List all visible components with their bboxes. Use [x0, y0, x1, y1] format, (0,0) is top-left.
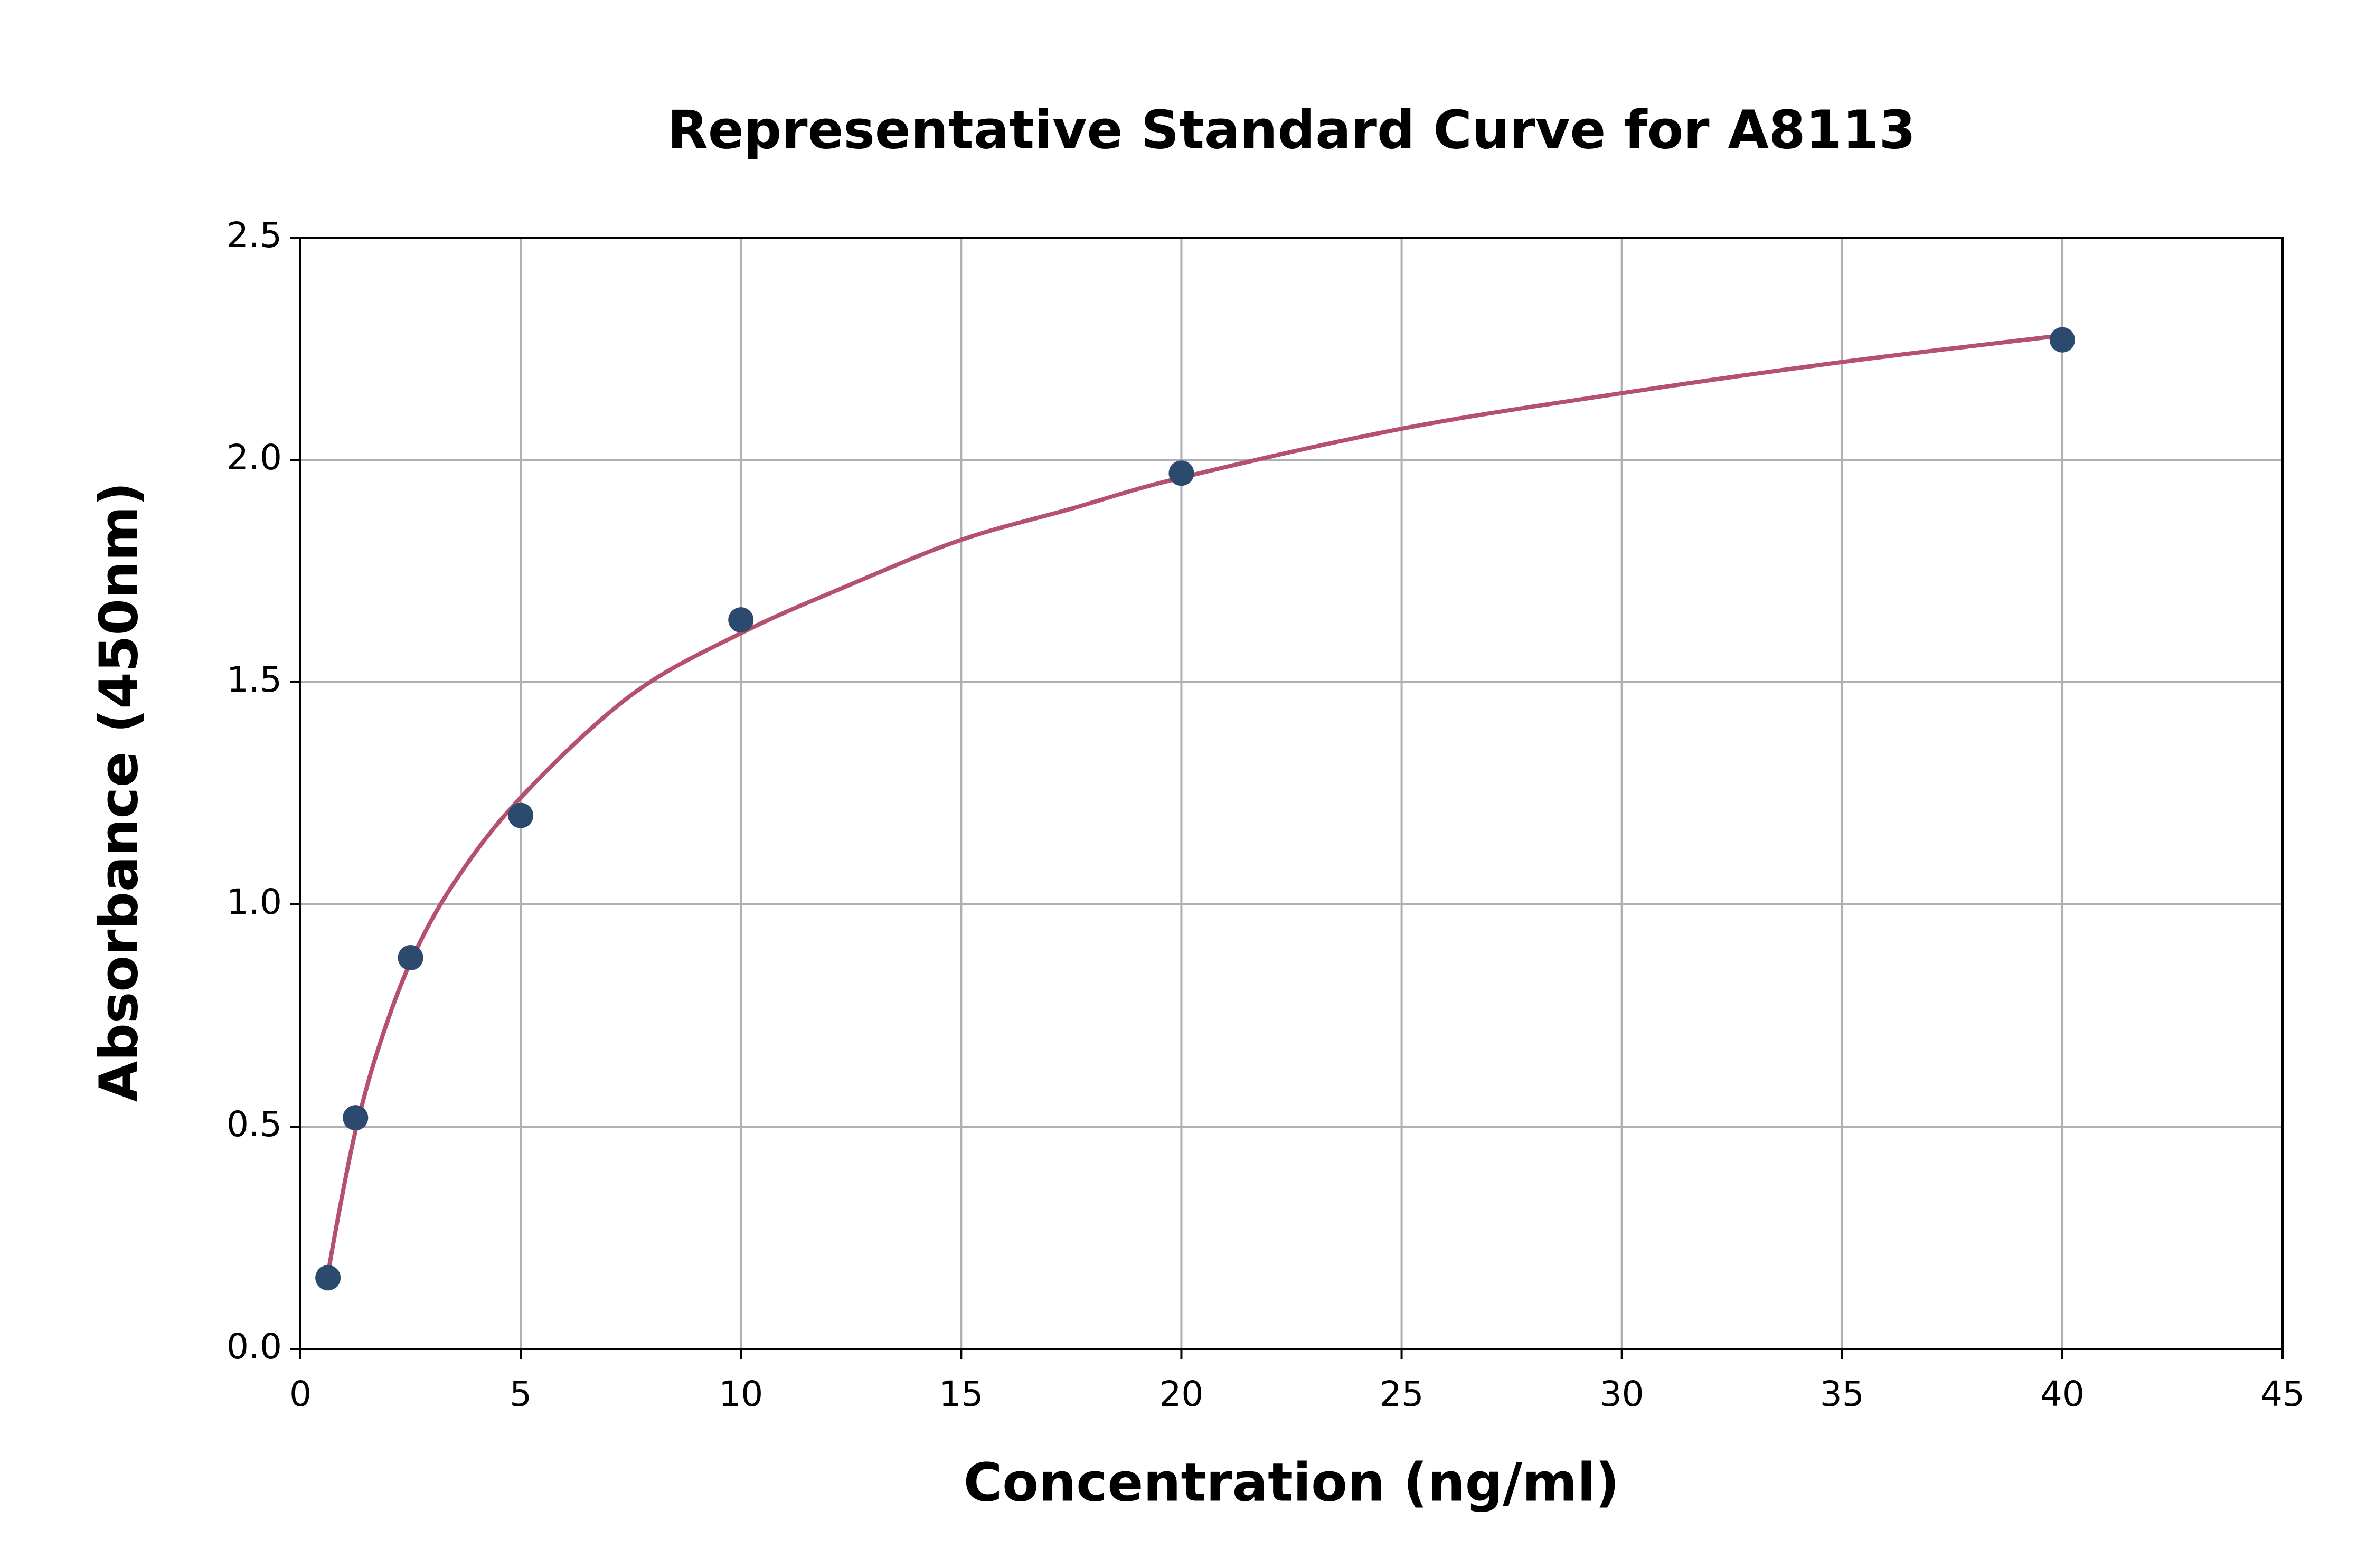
x-tick-label: 15	[939, 1374, 983, 1414]
x-tick-label: 5	[510, 1374, 532, 1414]
x-tick-label: 10	[719, 1374, 763, 1414]
x-tick-label: 35	[1820, 1374, 1864, 1414]
chart-title: Representative Standard Curve for A8113	[667, 99, 1916, 160]
plot-frame	[299, 237, 2284, 1350]
x-tick-label: 30	[1600, 1374, 1644, 1414]
data-point	[2049, 327, 2075, 353]
x-tick-label: 20	[1159, 1374, 1203, 1414]
y-tick-label: 0.5	[227, 1104, 282, 1145]
data-point	[343, 1105, 369, 1131]
x-tick-label: 25	[1380, 1374, 1424, 1414]
y-tick-label: 1.0	[227, 882, 282, 922]
data-point	[398, 945, 423, 971]
y-tick-label: 1.5	[227, 659, 282, 700]
data-point	[508, 802, 534, 828]
x-axis-label: Concentration (ng/ml)	[964, 1451, 1619, 1513]
y-tick-label: 2.0	[227, 437, 282, 478]
fit-curve	[326, 333, 2063, 1274]
x-tick-label: 45	[2260, 1374, 2305, 1414]
data-point	[315, 1265, 341, 1291]
y-tick-label: 2.5	[227, 215, 282, 256]
y-tick-label: 0.0	[227, 1326, 282, 1367]
x-tick-label: 40	[2040, 1374, 2085, 1414]
y-axis-label: Absorbance (450nm)	[88, 482, 149, 1102]
x-tick-label: 0	[289, 1374, 312, 1414]
data-point	[1168, 460, 1194, 486]
data-point	[728, 607, 754, 633]
